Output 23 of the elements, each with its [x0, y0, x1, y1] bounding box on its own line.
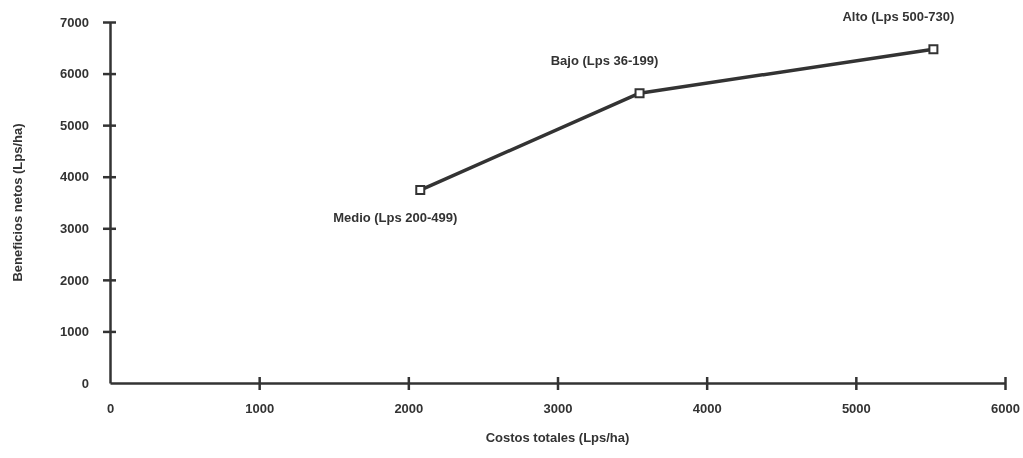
point — [634, 88, 645, 99]
x-axis-title: Costos totales (Lps/ha) — [485, 430, 630, 445]
y-tick-label: 0 — [81, 375, 89, 391]
x-tick-label: 6000 — [991, 401, 1020, 417]
x-tick-label: 0 — [106, 401, 115, 417]
annotation: Medio (Lps 200-499) — [333, 210, 458, 226]
x-tick-label: 3000 — [543, 401, 573, 417]
y-tick-label: 2000 — [60, 272, 89, 288]
y-tick-label: 1000 — [60, 324, 89, 340]
point — [928, 44, 939, 55]
y-tick-label: 6000 — [60, 66, 89, 82]
x-tick-label: 2000 — [394, 401, 424, 417]
x-tick-label: 5000 — [841, 401, 871, 417]
annotation: Alto (Lps 500-730) — [842, 9, 955, 25]
y-tick-label: 3000 — [60, 220, 89, 236]
y-tick-label: 7000 — [60, 14, 89, 30]
y-tick-label: 4000 — [60, 169, 89, 185]
x-tick-label: 1000 — [245, 401, 275, 417]
annotation: Bajo (Lps 36-199) — [550, 53, 659, 69]
point — [415, 185, 426, 196]
y-tick-label: 5000 — [60, 117, 89, 133]
x-tick-label: 4000 — [692, 401, 722, 417]
y-axis-title: Beneficios netos (Lps/ha) — [10, 123, 25, 282]
